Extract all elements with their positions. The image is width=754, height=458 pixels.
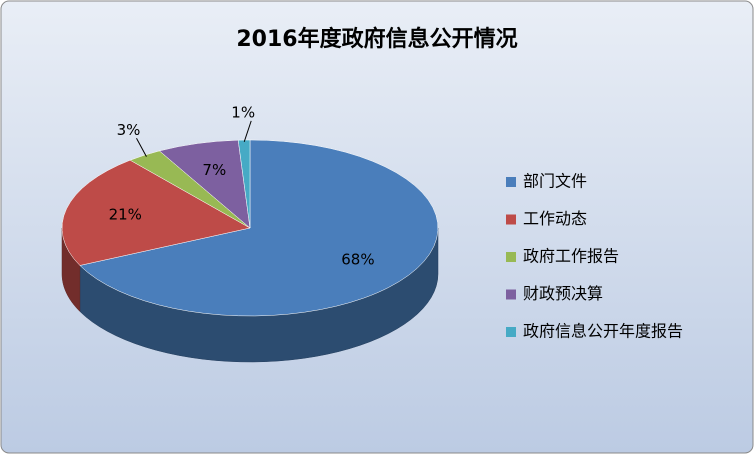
leader-line [243, 120, 252, 142]
data-label: 1% [231, 103, 255, 121]
legend-label: 部门文件 [523, 172, 587, 191]
slice [237, 139, 251, 229]
legend-label: 政府工作报告 [523, 247, 619, 266]
legend-swatch [506, 289, 516, 300]
legend-swatch [506, 327, 516, 337]
data-label: 7% [202, 161, 226, 179]
slice [61, 159, 251, 266]
legend-label: 政府信息公开年度报告 [523, 322, 683, 341]
data-label: 3% [117, 121, 141, 139]
chart-title: 2016年度政府信息公开情况 [236, 26, 517, 52]
legend-swatch [506, 252, 516, 262]
data-label: 68% [341, 251, 374, 269]
slice [79, 139, 439, 317]
legend-swatch [506, 214, 516, 225]
data-label: 21% [109, 205, 142, 223]
legend-label: 财政预决算 [523, 284, 603, 303]
leader-line [136, 138, 147, 157]
legend-swatch [506, 177, 516, 187]
legend-label: 工作动态 [523, 209, 587, 228]
